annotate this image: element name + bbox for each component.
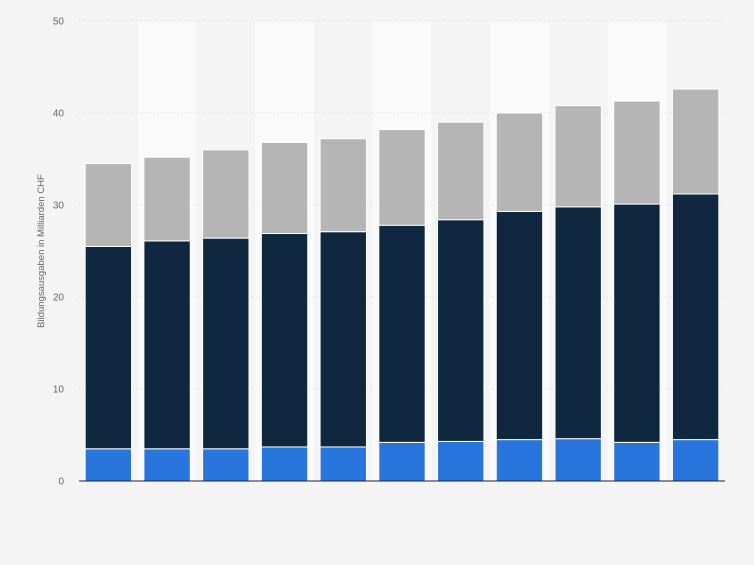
bar-segment-series-1[interactable] [671,439,720,482]
y-axis-label: Bildungsausgaben in Milliarden CHF [36,174,47,328]
bar-segment-series-1[interactable] [143,448,191,482]
bar-segment-series-2[interactable] [84,245,133,450]
bar-segment-series-2[interactable] [613,203,661,443]
bars [84,88,720,482]
bar-segment-series-3[interactable] [84,163,133,247]
bar-segment-series-2[interactable] [671,193,720,441]
bar-segment-series-1[interactable] [319,446,367,482]
bar-segment-series-1[interactable] [437,440,485,482]
bar-stack[interactable] [671,88,720,482]
bar-segment-series-3[interactable] [554,105,602,208]
bar-segment-series-2[interactable] [495,210,544,441]
bar-stack[interactable] [437,121,485,482]
bar-segment-series-1[interactable] [84,448,133,482]
y-tick-label: 20 [53,293,65,304]
bar-segment-series-1[interactable] [554,438,602,482]
bar-stack[interactable] [260,141,309,482]
bar-segment-series-1[interactable] [202,448,250,482]
bar-stack[interactable] [319,138,367,482]
bar-segment-series-1[interactable] [613,441,661,482]
bar-segment-series-1[interactable] [495,439,544,482]
y-axis: 0 10 20 30 40 50 [53,17,65,488]
bar-stack[interactable] [495,112,544,482]
bar-stack[interactable] [613,100,661,482]
bar-segment-series-1[interactable] [260,446,309,482]
bar-stack[interactable] [84,163,133,482]
bar-segment-series-3[interactable] [202,149,250,239]
y-tick-label: 0 [58,477,64,488]
bar-segment-series-2[interactable] [378,224,426,443]
bar-segment-series-3[interactable] [495,112,544,212]
bar-segment-series-2[interactable] [260,233,309,448]
bar-stack[interactable] [143,156,191,482]
bar-segment-series-2[interactable] [202,237,250,450]
bar-stack[interactable] [378,129,426,482]
y-tick-label: 50 [53,17,65,28]
bar-segment-series-3[interactable] [613,100,661,205]
bar-segment-series-3[interactable] [671,88,720,195]
y-tick-label: 30 [53,201,65,212]
bar-segment-series-2[interactable] [437,219,485,442]
bar-stack[interactable] [554,105,602,482]
bar-segment-series-3[interactable] [143,156,191,242]
bar-segment-series-3[interactable] [437,121,485,221]
y-tick-label: 40 [53,109,65,120]
bar-segment-series-2[interactable] [554,206,602,440]
bar-segment-series-2[interactable] [319,231,367,448]
y-tick-label: 10 [53,385,65,396]
bar-stack[interactable] [202,149,250,482]
bar-segment-series-3[interactable] [260,141,309,235]
bar-segment-series-3[interactable] [378,129,426,226]
bar-segment-series-1[interactable] [378,441,426,482]
bar-segment-series-2[interactable] [143,240,191,450]
bar-segment-series-3[interactable] [319,138,367,233]
